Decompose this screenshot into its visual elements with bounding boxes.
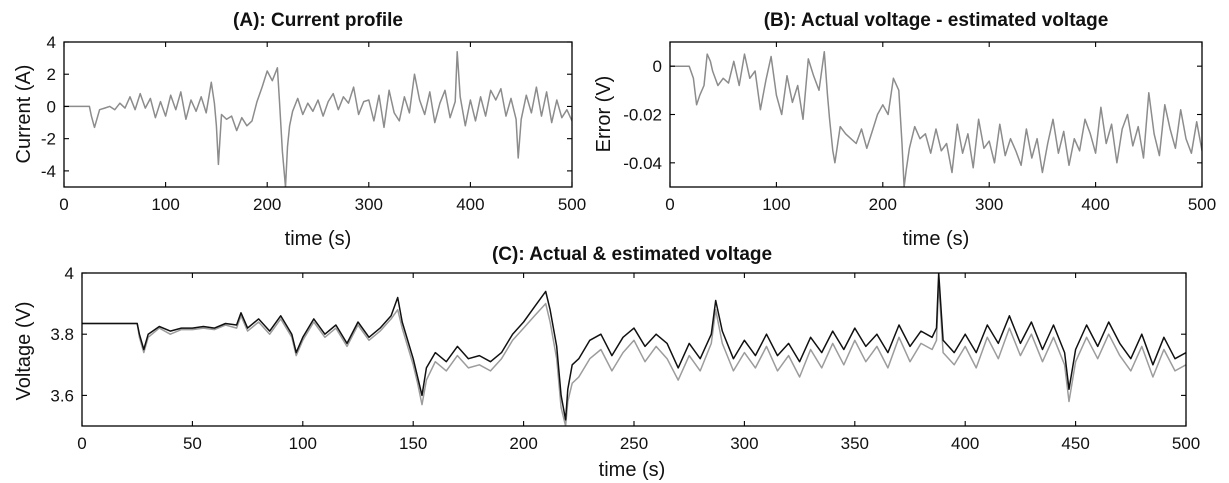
panel-c-xtick-label: 350 — [841, 434, 869, 453]
panel-c-ytick-label: 3.6 — [50, 386, 74, 405]
panel-b-xtick-label: 400 — [1081, 195, 1109, 214]
panel-c-ytick-label: 4 — [65, 264, 74, 283]
panel-c-plot-area: 0 50 100 150 200 250 300 350 400 450 500 3.6 3.8 4 — [50, 264, 1200, 453]
panel-a-ytick-label: 2 — [47, 65, 56, 84]
panel-b-xtick-label: 0 — [665, 195, 674, 214]
panel-b-xlabel: time (s) — [903, 228, 970, 250]
panel-c-xtick-label: 150 — [399, 434, 427, 453]
panel-a-xtick-label: 100 — [151, 195, 179, 214]
panel-c-xtick-label: 450 — [1061, 434, 1089, 453]
panel-b-xtick-label: 200 — [869, 195, 897, 214]
panel-b-plot-area: 0 100 200 300 400 500 0 -0.02 -0.04 — [623, 41, 1216, 214]
panel-a-title: (A): Current profile — [233, 10, 403, 31]
panel-c-series-2-line — [82, 273, 1186, 421]
panel-a-xlabel: time (s) — [285, 228, 352, 250]
panel-c-xtick-label: 200 — [509, 434, 537, 453]
panel-c-voltage: (C): Actual & estimated voltage time (s)… — [13, 244, 1200, 481]
panel-c-axes-frame — [81, 272, 1187, 427]
panel-b-xtick-label: 500 — [1188, 195, 1216, 214]
panel-c-xtick-label: 50 — [183, 434, 202, 453]
panel-b-xtick-label: 100 — [762, 195, 790, 214]
panel-a-xtick-label: 300 — [355, 195, 383, 214]
panel-c-series-1-line — [82, 281, 1186, 426]
panel-a-series-1-line — [64, 50, 572, 187]
panel-a-plot-area: 0 100 200 300 400 500 -4 -2 0 2 4 — [41, 33, 586, 214]
panel-a-axes-frame — [63, 41, 573, 188]
panel-b-ytick-label: 0 — [653, 57, 662, 76]
panel-b-title: (B): Actual voltage - estimated voltage — [764, 10, 1109, 31]
panel-a-ytick-label: 4 — [47, 33, 56, 52]
panel-a-ytick-label: -2 — [41, 130, 56, 149]
panel-a-ytick-label: -4 — [41, 162, 56, 181]
panel-a-xtick-label: 200 — [253, 195, 281, 214]
panel-a-current-profile: (A): Current profile time (s) Current (A… — [13, 10, 586, 250]
panel-b-ylabel: Error (V) — [593, 76, 615, 153]
panel-c-xtick-label: 100 — [289, 434, 317, 453]
panel-a-xtick-label: 500 — [558, 195, 586, 214]
panel-b-ytick-label: -0.04 — [623, 154, 662, 173]
panel-a-xtick-label: 400 — [456, 195, 484, 214]
panel-c-xtick-label: 400 — [951, 434, 979, 453]
panel-a-xtick-label: 0 — [59, 195, 68, 214]
panel-c-ylabel: Voltage (V) — [13, 302, 35, 401]
panel-c-xtick-label: 250 — [620, 434, 648, 453]
panel-c-xtick-label: 0 — [77, 434, 86, 453]
panel-b-ytick-label: -0.02 — [623, 106, 662, 125]
panel-c-title: (C): Actual & estimated voltage — [492, 244, 772, 265]
panel-a-ylabel: Current (A) — [13, 65, 35, 164]
panel-b-series-1-line — [670, 50, 1202, 187]
panel-c-ytick-label: 3.8 — [50, 325, 74, 344]
panel-b-axes-frame — [669, 41, 1203, 188]
panel-c-xlabel: time (s) — [599, 459, 666, 481]
panel-b-voltage-error: (B): Actual voltage - estimated voltage … — [593, 10, 1216, 250]
panel-b-xtick-label: 300 — [975, 195, 1003, 214]
panel-c-xtick-label: 300 — [730, 434, 758, 453]
panel-c-xtick-label: 500 — [1172, 434, 1200, 453]
panel-a-ytick-label: 0 — [47, 97, 56, 116]
